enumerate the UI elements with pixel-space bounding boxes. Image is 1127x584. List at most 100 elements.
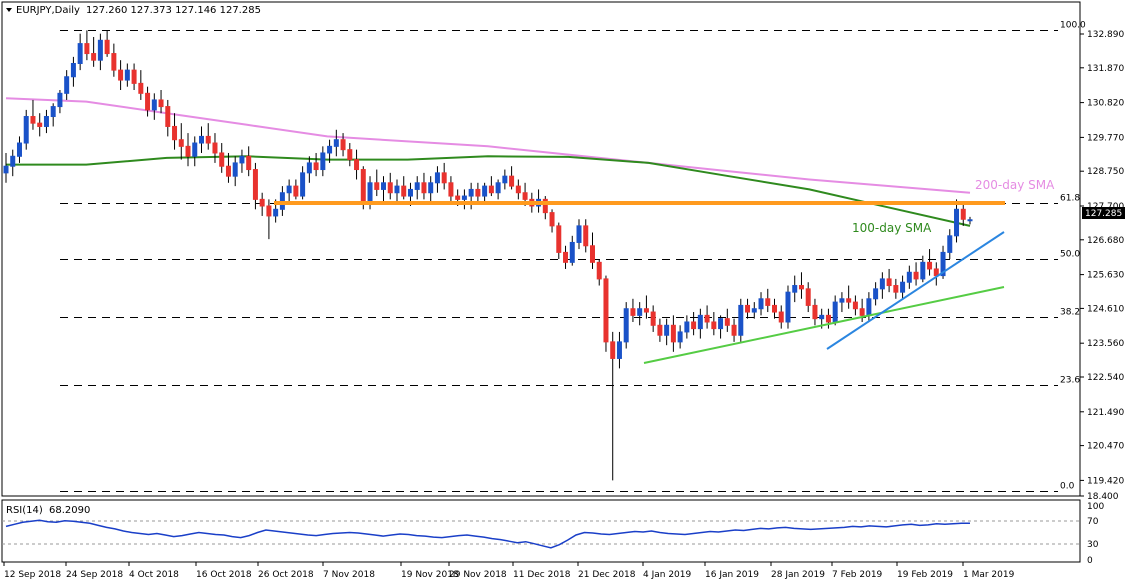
rsi-pane-border: [1, 499, 1081, 563]
candle-body-116: [785, 291, 791, 323]
candle-body-23: [158, 99, 164, 108]
rsi-tick-label-3: 0: [1087, 556, 1093, 566]
candle-body-118: [798, 285, 804, 290]
candle-body-117: [792, 285, 798, 293]
candle-body-125: [846, 298, 852, 303]
candle-body-92: [623, 308, 629, 343]
fib-level-label-3: 38.2: [1060, 308, 1080, 318]
green-support-trendline: [643, 286, 1005, 364]
candle-body-48: [327, 145, 333, 154]
candle-body-123: [832, 301, 838, 323]
time-axis: 12 Sep 2018 24 Sep 2018 4 Oct 2018 16 Oct 2…: [3, 562, 1015, 580]
candle-body-25: [172, 125, 178, 141]
candle-body-72: [488, 185, 494, 194]
candle-body-98: [664, 324, 670, 336]
candle-body-36: [246, 155, 252, 171]
candle-body-10: [70, 62, 76, 78]
price-tick-label-6: 126.680: [1087, 236, 1124, 246]
sma-200-line: [5, 97, 971, 194]
candle-body-0: [3, 165, 9, 174]
candle-body-99: [670, 324, 676, 343]
candle-body-74: [502, 175, 508, 184]
time-tick-label-5: 7 Nov 2018: [323, 570, 375, 580]
candle-body-106: [718, 318, 724, 330]
trendlines: [274, 201, 1005, 364]
candle-body-2: [16, 142, 22, 157]
candle-body-66: [448, 182, 454, 197]
price-tick-label-10: 122.540: [1087, 373, 1124, 383]
time-tick-label-0: 12 Sep 2018: [4, 570, 61, 580]
candle-body-82: [556, 225, 562, 253]
candle-body-91: [616, 341, 622, 359]
candle-body-12: [84, 43, 90, 55]
candle-body-134: [906, 271, 912, 283]
candle-body-103: [697, 314, 703, 330]
candle-body-85: [576, 225, 582, 243]
candle-body-42: [286, 185, 292, 194]
candle-body-93: [630, 308, 636, 316]
candle-body-37: [252, 169, 258, 200]
candle-body-26: [178, 139, 184, 147]
candle-body-57: [387, 182, 393, 194]
candle-body-88: [596, 261, 602, 280]
candle-body-47: [320, 152, 326, 171]
candle-body-142: [960, 208, 966, 220]
candle-body-101: [684, 321, 690, 333]
candle-body-109: [738, 304, 744, 336]
candle-body-121: [819, 314, 825, 320]
candle-body-51: [347, 149, 353, 161]
candle-body-95: [643, 308, 649, 313]
candle-body-70: [475, 188, 481, 197]
candle-body-61: [414, 182, 420, 190]
candle-body-56: [381, 182, 387, 190]
rsi-tick-label-0: 100: [1087, 502, 1104, 512]
rsi-tick-label-1: 70: [1087, 517, 1099, 527]
annotation-200-day-sma: 200-day SMA: [975, 178, 1055, 192]
candle-body-60: [407, 188, 413, 197]
candle-body-33: [225, 165, 231, 177]
candle-body-7: [50, 106, 56, 118]
candle-body-31: [212, 142, 218, 154]
candle-body-124: [839, 298, 845, 303]
collapse-triangle-icon[interactable]: [6, 8, 12, 12]
time-tick-label-8: 11 Dec 2018: [513, 570, 571, 580]
candle-body-65: [441, 172, 447, 184]
candle-body-76: [515, 185, 521, 194]
time-tick-label-6: 19 Nov 2018: [401, 570, 459, 580]
candle-body-141: [954, 208, 960, 237]
time-tick-label-12: 28 Jan 2019: [771, 570, 825, 580]
candle-body-73: [495, 182, 501, 194]
candle-body-55: [374, 182, 380, 190]
candle-body-64: [434, 172, 440, 184]
candle-body-46: [313, 162, 319, 171]
candle-body-1: [10, 155, 16, 167]
fib-level-label-2: 50.0: [1060, 250, 1080, 260]
candle-body-119: [805, 288, 811, 306]
candle-body-131: [886, 278, 892, 287]
candle-body-22: [151, 99, 157, 111]
candle-body-50: [340, 139, 346, 151]
price-pane-border: [1, 1, 1081, 497]
candle-body-94: [637, 308, 643, 316]
candle-body-13: [91, 53, 97, 61]
candle-body-27: [185, 145, 191, 157]
blue-support-trendline: [826, 231, 1005, 350]
candle-body-133: [900, 281, 906, 293]
candle-body-58: [394, 185, 400, 194]
candle-body-87: [589, 245, 595, 263]
time-tick-label-13: 7 Feb 2019: [832, 570, 883, 580]
candle-body-90: [610, 341, 616, 359]
candle-body-71: [482, 185, 488, 197]
candle-body-104: [704, 314, 710, 323]
candle-body-122: [825, 314, 831, 323]
candle-body-81: [549, 212, 555, 227]
time-tick-label-7: 29 Nov 2018: [449, 570, 507, 580]
candle-body-86: [583, 225, 589, 247]
candle-body-136: [920, 261, 926, 280]
candle-body-59: [401, 185, 407, 197]
candle-body-127: [859, 308, 865, 316]
candle-body-69: [468, 188, 474, 197]
fib-level-label-4: 23.6: [1060, 376, 1080, 386]
rsi-line: [5, 519, 970, 549]
